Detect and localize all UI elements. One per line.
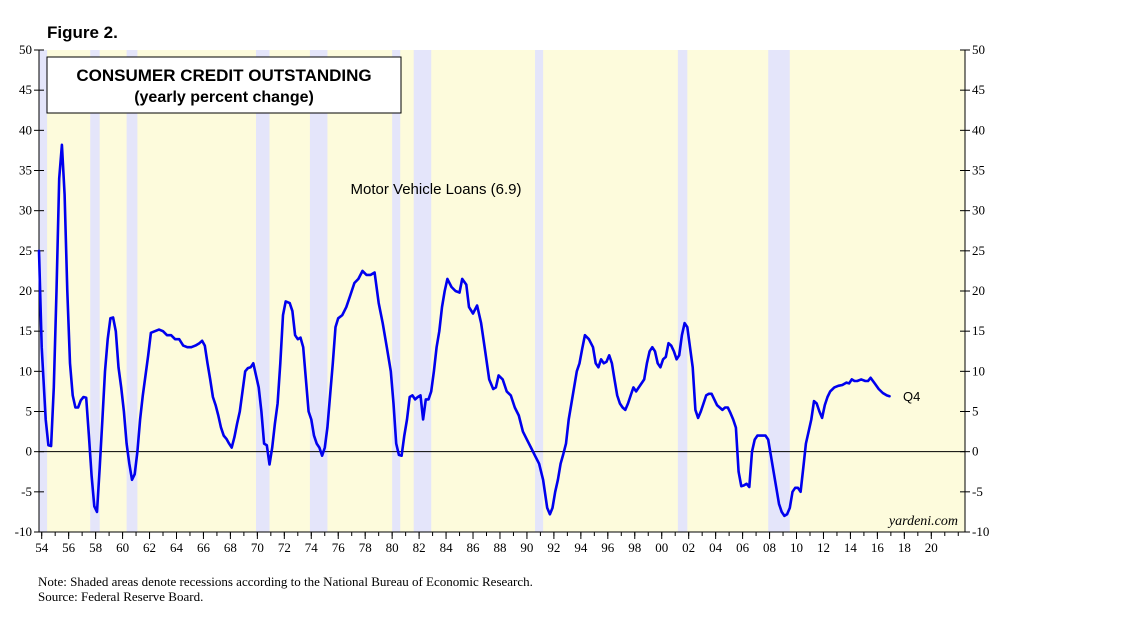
y-tick-label-right: 25 <box>972 243 985 258</box>
watermark: yardeni.com <box>887 514 958 529</box>
y-tick-label-left: 45 <box>19 82 32 97</box>
plot-background <box>39 50 965 532</box>
y-tick-label-left: 0 <box>26 444 33 459</box>
x-tick-label: 02 <box>682 540 695 555</box>
chart-title: CONSUMER CREDIT OUTSTANDING <box>76 66 371 85</box>
x-tick-label: 86 <box>467 540 481 555</box>
recession-band <box>126 50 138 532</box>
y-tick-label-right: 10 <box>972 363 985 378</box>
y-tick-label-right: 45 <box>972 82 985 97</box>
x-tick-label: 06 <box>736 540 750 555</box>
x-tick-label: 88 <box>493 540 506 555</box>
source-line: Source: Federal Reserve Board. <box>38 589 203 604</box>
x-tick-label: 54 <box>35 540 49 555</box>
recession-band <box>413 50 432 532</box>
recession-band <box>677 50 688 532</box>
x-tick-label: 16 <box>871 540 885 555</box>
x-tick-label: 62 <box>143 540 156 555</box>
y-tick-label-left: -10 <box>15 524 32 539</box>
x-tick-label: 78 <box>359 540 372 555</box>
x-tick-label: 72 <box>278 540 291 555</box>
y-tick-label-right: 40 <box>972 122 985 137</box>
x-tick-label: 94 <box>574 540 588 555</box>
x-tick-label: 92 <box>547 540 560 555</box>
y-tick-label-left: 35 <box>19 163 32 178</box>
y-tick-label-left: 30 <box>19 203 32 218</box>
y-tick-label-left: 25 <box>19 243 32 258</box>
x-tick-label: 76 <box>332 540 346 555</box>
recession-band <box>768 50 790 532</box>
y-tick-label-left: 5 <box>26 404 33 419</box>
y-tick-label-left: 20 <box>19 283 32 298</box>
x-tick-label: 00 <box>655 540 668 555</box>
figure-label: Figure 2. <box>47 23 118 42</box>
recession-band <box>90 50 100 532</box>
y-tick-label-left: 15 <box>19 323 32 338</box>
note-line: Note: Shaded areas denote recessions acc… <box>38 574 533 589</box>
series-label: Motor Vehicle Loans (6.9) <box>351 181 522 198</box>
x-tick-label: 98 <box>628 540 641 555</box>
y-tick-label-left: 50 <box>19 42 32 57</box>
x-tick-label: 60 <box>116 540 129 555</box>
x-tick-label: 96 <box>601 540 615 555</box>
x-tick-label: 58 <box>89 540 102 555</box>
x-tick-label: 12 <box>817 540 830 555</box>
x-tick-label: 18 <box>898 540 911 555</box>
x-tick-label: 90 <box>520 540 533 555</box>
y-tick-label-right: 50 <box>972 42 985 57</box>
recession-band <box>535 50 544 532</box>
y-tick-label-right: 35 <box>972 163 985 178</box>
recession-bands <box>39 50 790 532</box>
x-tick-label: 64 <box>170 540 184 555</box>
x-tick-label: 80 <box>386 540 399 555</box>
x-tick-label: 74 <box>305 540 319 555</box>
y-tick-label-right: 5 <box>972 404 979 419</box>
title-box-frame <box>46 56 402 114</box>
title-box: CONSUMER CREDIT OUTSTANDING (yearly perc… <box>46 56 402 114</box>
y-tick-label-right: 30 <box>972 203 985 218</box>
x-tick-label: 04 <box>709 540 723 555</box>
recession-band <box>256 50 270 532</box>
y-tick-label-right: 15 <box>972 323 985 338</box>
x-tick-label: 08 <box>763 540 776 555</box>
x-tick-label: 56 <box>62 540 76 555</box>
x-tick-label: 70 <box>251 540 264 555</box>
series-line-motor-vehicle-loans <box>37 143 891 518</box>
x-tick-label: 68 <box>224 540 237 555</box>
recession-band <box>392 50 401 532</box>
x-tick-label: 10 <box>790 540 803 555</box>
series-end-label: Q4 <box>903 389 920 404</box>
y-tick-label-right: -5 <box>972 484 983 499</box>
y-tick-label-right: -10 <box>972 524 989 539</box>
x-tick-label: 66 <box>197 540 211 555</box>
recession-band <box>309 50 328 532</box>
x-tick-label: 82 <box>413 540 426 555</box>
y-tick-label-left: -5 <box>21 484 32 499</box>
y-tick-label-left: 10 <box>19 363 32 378</box>
chart-subtitle: (yearly percent change) <box>134 89 314 106</box>
y-tick-label-right: 0 <box>972 444 979 459</box>
x-tick-label: 20 <box>925 540 938 555</box>
x-tick-label: 14 <box>844 540 858 555</box>
x-tick-label: 84 <box>440 540 454 555</box>
y-tick-label-right: 20 <box>972 283 985 298</box>
y-tick-label-left: 40 <box>19 122 32 137</box>
